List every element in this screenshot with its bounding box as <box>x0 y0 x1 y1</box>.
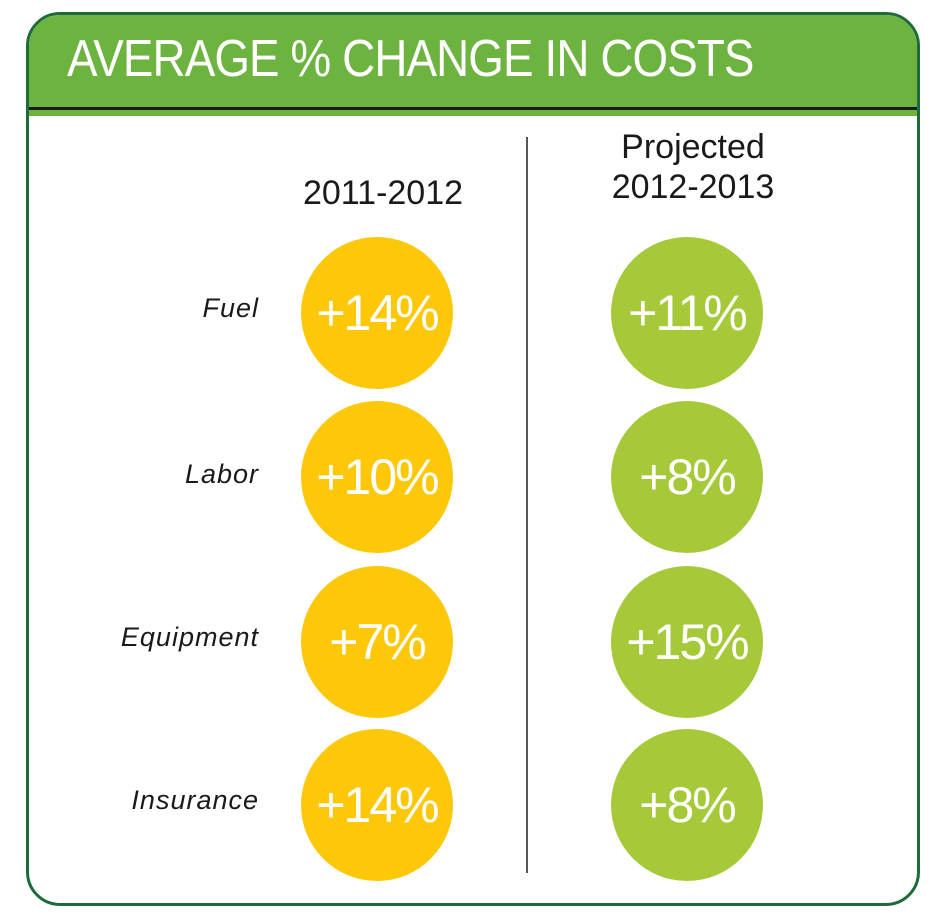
value-bubble-labor-2012: +8% <box>611 401 763 553</box>
column-divider <box>526 137 528 873</box>
header-accent-strip <box>29 110 917 116</box>
value-bubble-fuel-2011: +14% <box>301 237 453 389</box>
chart-title: AVERAGE % CHANGE IN COSTS <box>67 30 754 88</box>
row-label-insurance: Insurance <box>131 785 259 815</box>
column-header-line1: Projected <box>621 128 765 166</box>
value-bubble-insurance-2012: +8% <box>611 729 763 881</box>
value-bubble-labor-2011: +10% <box>301 401 453 553</box>
column-header-projected: Projected 2012-2013 <box>563 127 823 207</box>
row-label-equipment: Equipment <box>120 622 259 652</box>
value-bubble-fuel-2012: +11% <box>611 237 763 389</box>
header-bar: AVERAGE % CHANGE IN COSTS <box>29 15 917 110</box>
column-header-2011-2012: 2011-2012 <box>253 173 513 213</box>
value-bubble-equipment-2012: +15% <box>611 566 763 718</box>
column-header-line2: 2012-2013 <box>611 168 775 206</box>
value-bubble-equipment-2011: +7% <box>301 566 453 718</box>
row-label-fuel: Fuel <box>202 293 259 323</box>
column-header-label: 2011-2012 <box>302 174 464 212</box>
value-bubble-insurance-2011: +14% <box>301 729 453 881</box>
infographic-card: AVERAGE % CHANGE IN COSTS 2011-2012 Proj… <box>26 12 920 906</box>
row-label-labor: Labor <box>184 459 259 489</box>
